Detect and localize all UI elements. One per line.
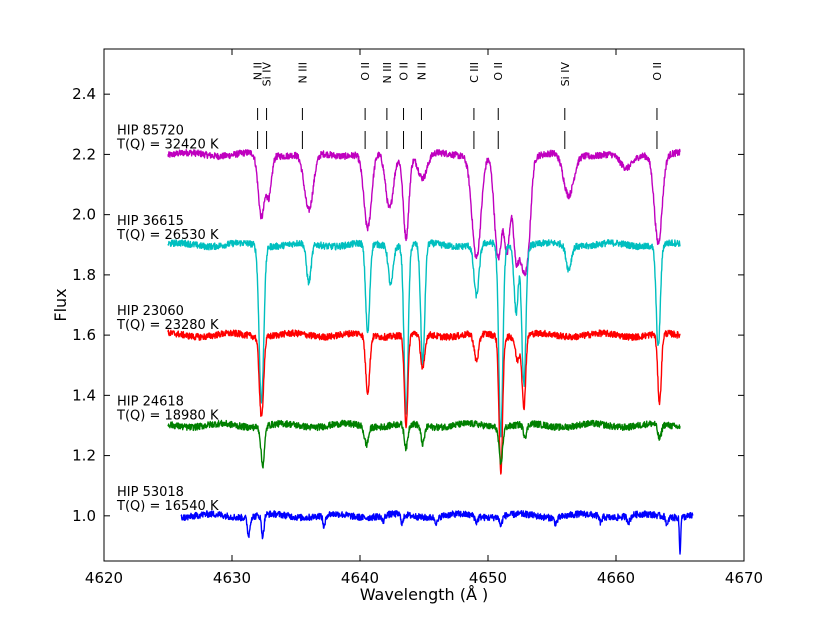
- series-name-label: HIP 24618: [117, 394, 184, 409]
- x-tick-label: 4620: [85, 569, 123, 587]
- spectrum-line: [167, 148, 681, 277]
- spectrum-line: [180, 510, 694, 555]
- line-id-label: N II: [252, 62, 265, 80]
- y-axis-label: Flux: [51, 288, 70, 321]
- line-id-label: O II: [492, 62, 505, 81]
- line-id-label: Si IV: [261, 62, 274, 87]
- line-id-label: N III: [296, 62, 309, 83]
- spectrum-line: [167, 239, 681, 438]
- y-tick-label: 2.4: [72, 85, 96, 103]
- y-tick-label: 2.2: [72, 145, 96, 163]
- series-temperature-label: T(Q) = 32420 K: [116, 137, 219, 152]
- series-name-label: HIP 53018: [117, 485, 184, 500]
- series-temperature-label: T(Q) = 26530 K: [116, 228, 219, 243]
- x-tick-label: 4650: [469, 569, 507, 587]
- line-id-label: Si IV: [559, 62, 572, 87]
- series-name-label: HIP 85720: [117, 123, 184, 138]
- series-temperature-label: T(Q) = 16540 K: [116, 499, 219, 514]
- line-id-label: N III: [381, 62, 394, 83]
- x-tick-label: 4660: [597, 569, 635, 587]
- spectrum-line: [167, 419, 681, 469]
- plot-frame: [103, 48, 745, 562]
- y-tick-label: 1.6: [72, 326, 96, 344]
- line-id-label: C III: [468, 62, 481, 83]
- y-tick-label: 2.0: [72, 206, 96, 224]
- y-tick-label: 1.8: [72, 266, 96, 284]
- line-id-label: N II: [415, 62, 428, 80]
- line-id-label: O II: [359, 62, 372, 81]
- x-axis-label: Wavelength (Å ): [360, 585, 489, 604]
- y-ticks: 1.0 1.2 1.4 1.6 1.8 2.0 2.2 2.4: [72, 85, 744, 525]
- series-temperature-label: T(Q) = 23280 K: [116, 318, 219, 333]
- x-tick-label: 4630: [213, 569, 251, 587]
- line-id-label: O II: [651, 62, 664, 81]
- series-name-label: HIP 36615: [117, 214, 184, 229]
- spectrum-line: [167, 329, 681, 475]
- x-ticks: 4620 4630 4640 4650 4660 4670: [85, 49, 763, 587]
- x-tick-label: 4670: [725, 569, 763, 587]
- x-tick-label: 4640: [341, 569, 379, 587]
- y-tick-label: 1.4: [72, 386, 96, 404]
- y-tick-label: 1.0: [72, 507, 96, 525]
- series-temperature-label: T(Q) = 18980 K: [116, 408, 219, 423]
- series-layer: [167, 148, 694, 555]
- y-tick-label: 1.2: [72, 447, 96, 465]
- line-id-label: O II: [398, 62, 411, 81]
- series-name-label: HIP 23060: [117, 304, 184, 319]
